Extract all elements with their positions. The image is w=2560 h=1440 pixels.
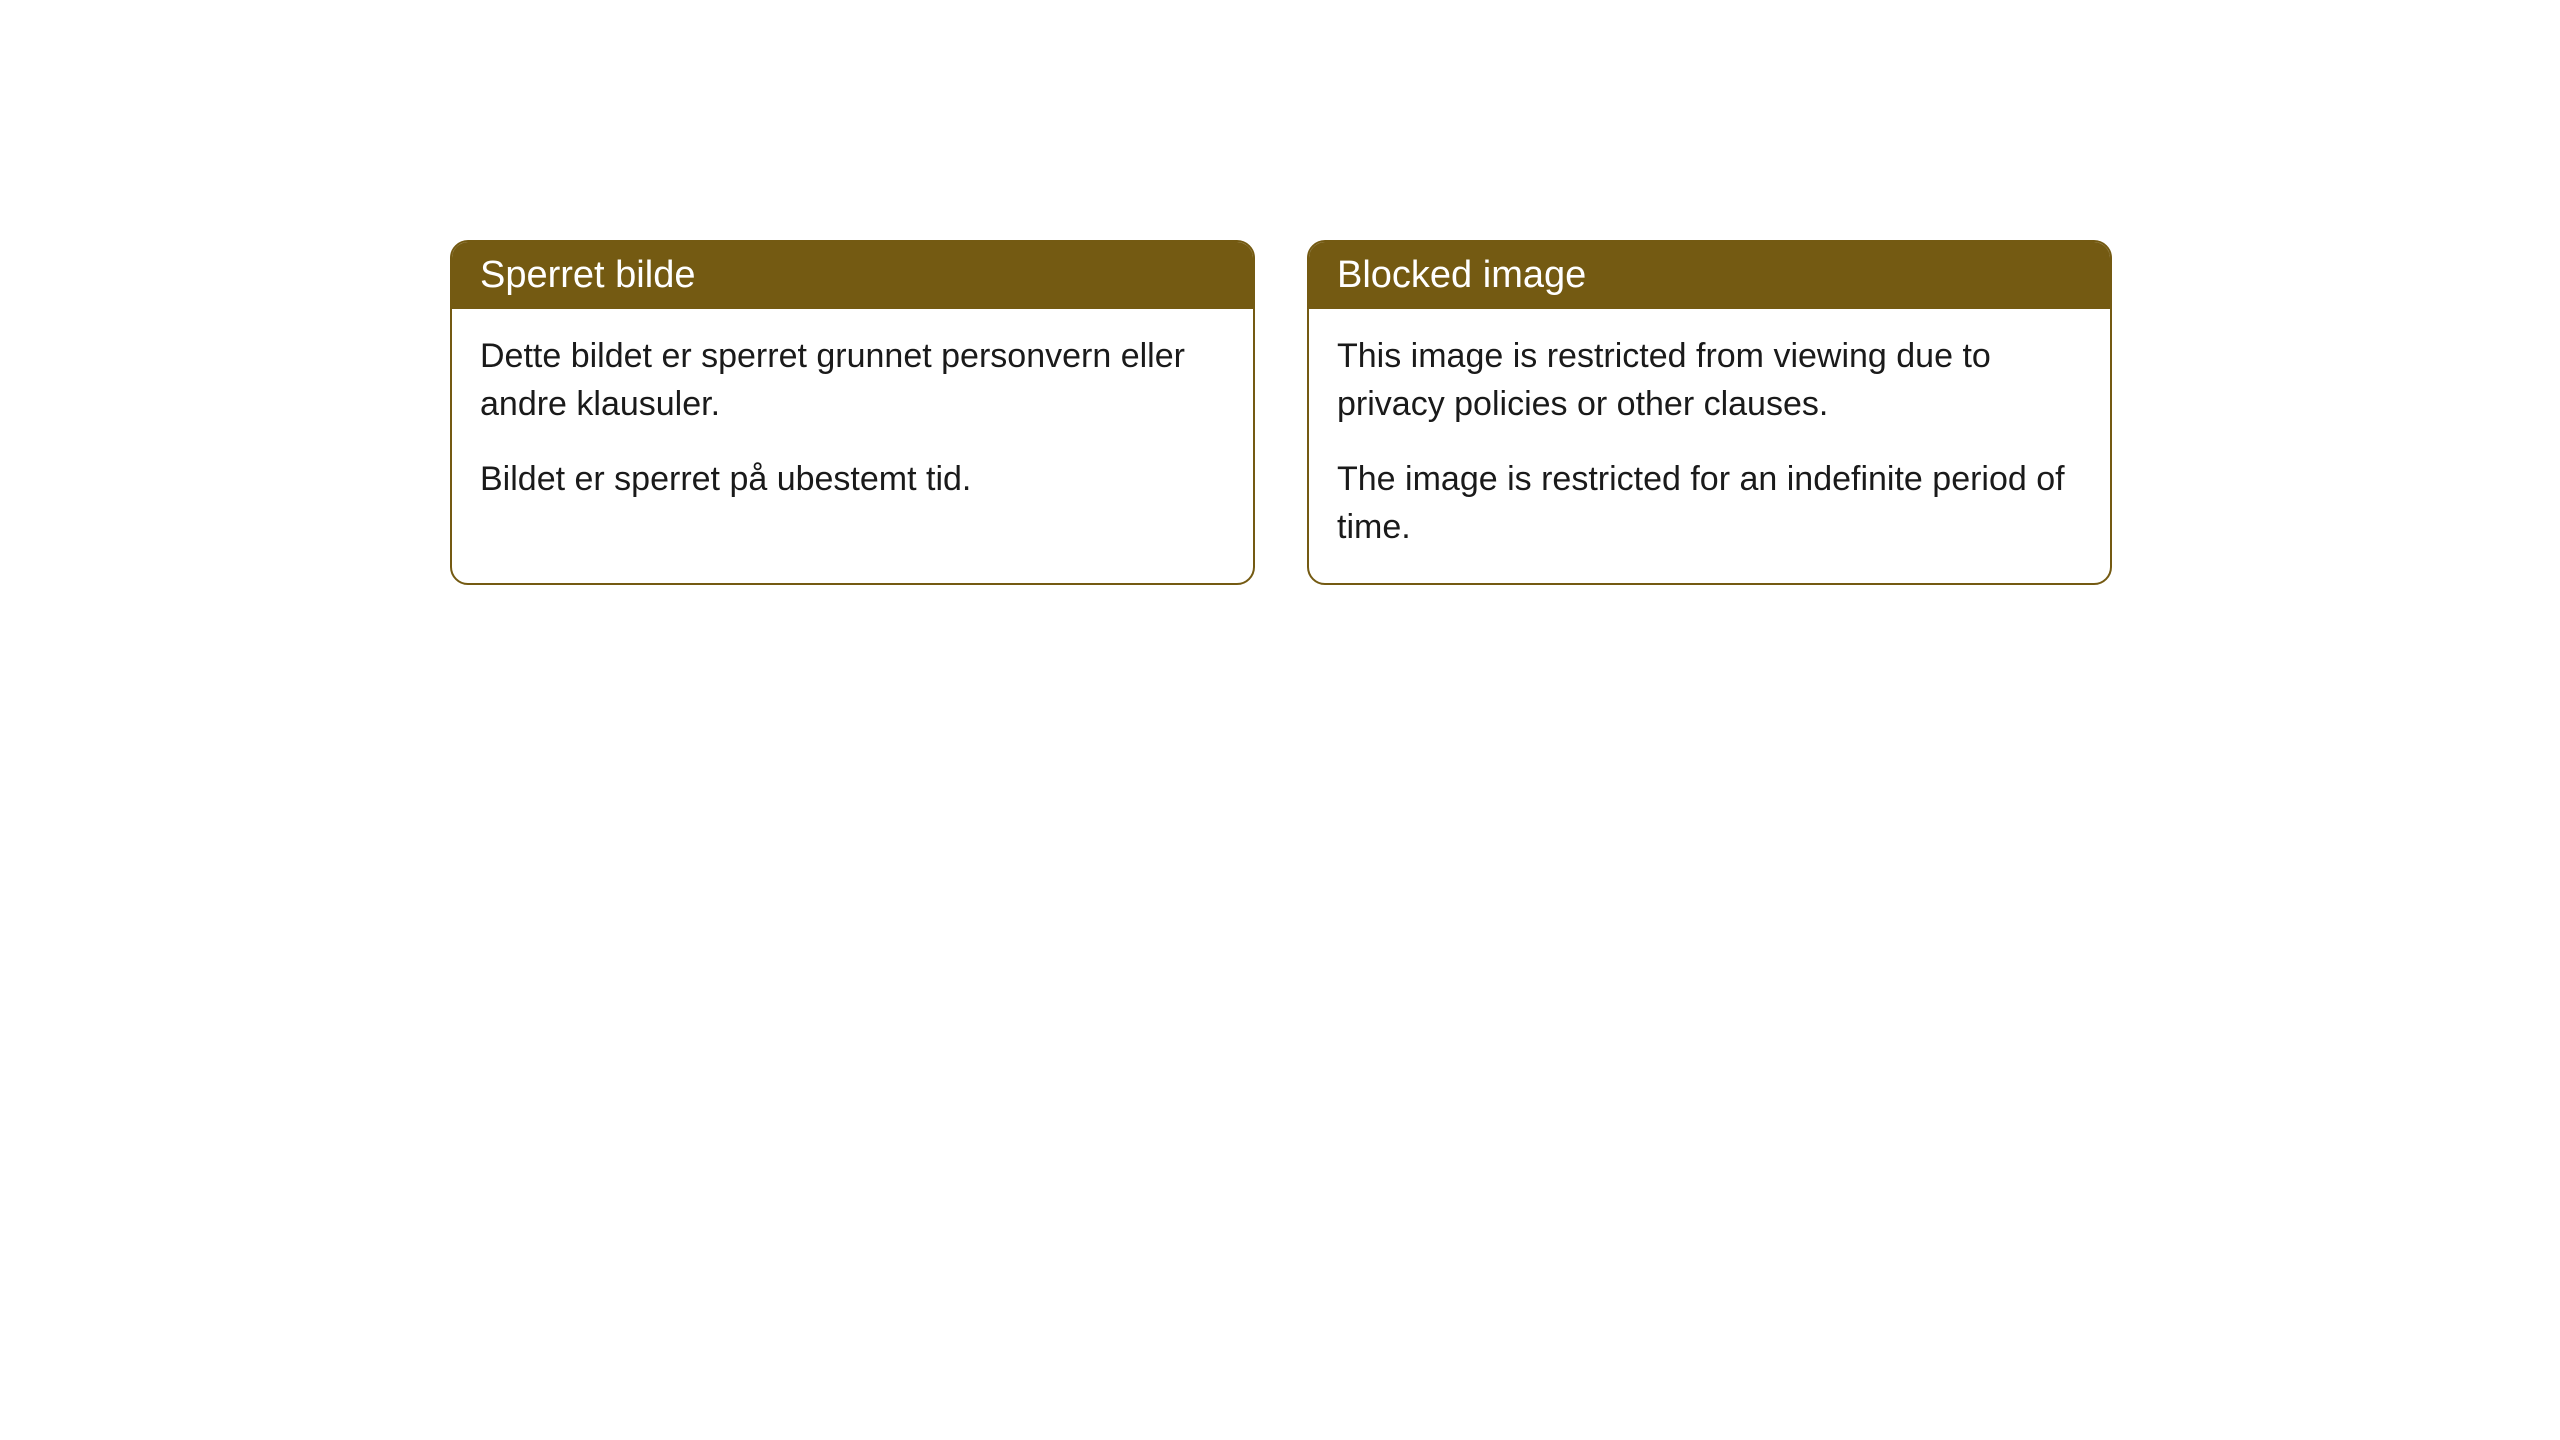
notice-cards-container: Sperret bilde Dette bildet er sperret gr… — [450, 240, 2112, 585]
card-title: Sperret bilde — [480, 254, 695, 296]
card-header: Blocked image — [1309, 242, 2110, 309]
card-body: This image is restricted from viewing du… — [1309, 309, 2110, 583]
card-message-2: Bildet er sperret på ubestemt tid. — [480, 456, 1225, 504]
card-body: Dette bildet er sperret grunnet personve… — [452, 309, 1253, 536]
card-title: Blocked image — [1337, 254, 1586, 296]
blocked-image-card-norwegian: Sperret bilde Dette bildet er sperret gr… — [450, 240, 1255, 585]
card-header: Sperret bilde — [452, 242, 1253, 309]
card-message-1: Dette bildet er sperret grunnet personve… — [480, 333, 1225, 428]
card-message-1: This image is restricted from viewing du… — [1337, 333, 2082, 428]
blocked-image-card-english: Blocked image This image is restricted f… — [1307, 240, 2112, 585]
card-message-2: The image is restricted for an indefinit… — [1337, 456, 2082, 551]
